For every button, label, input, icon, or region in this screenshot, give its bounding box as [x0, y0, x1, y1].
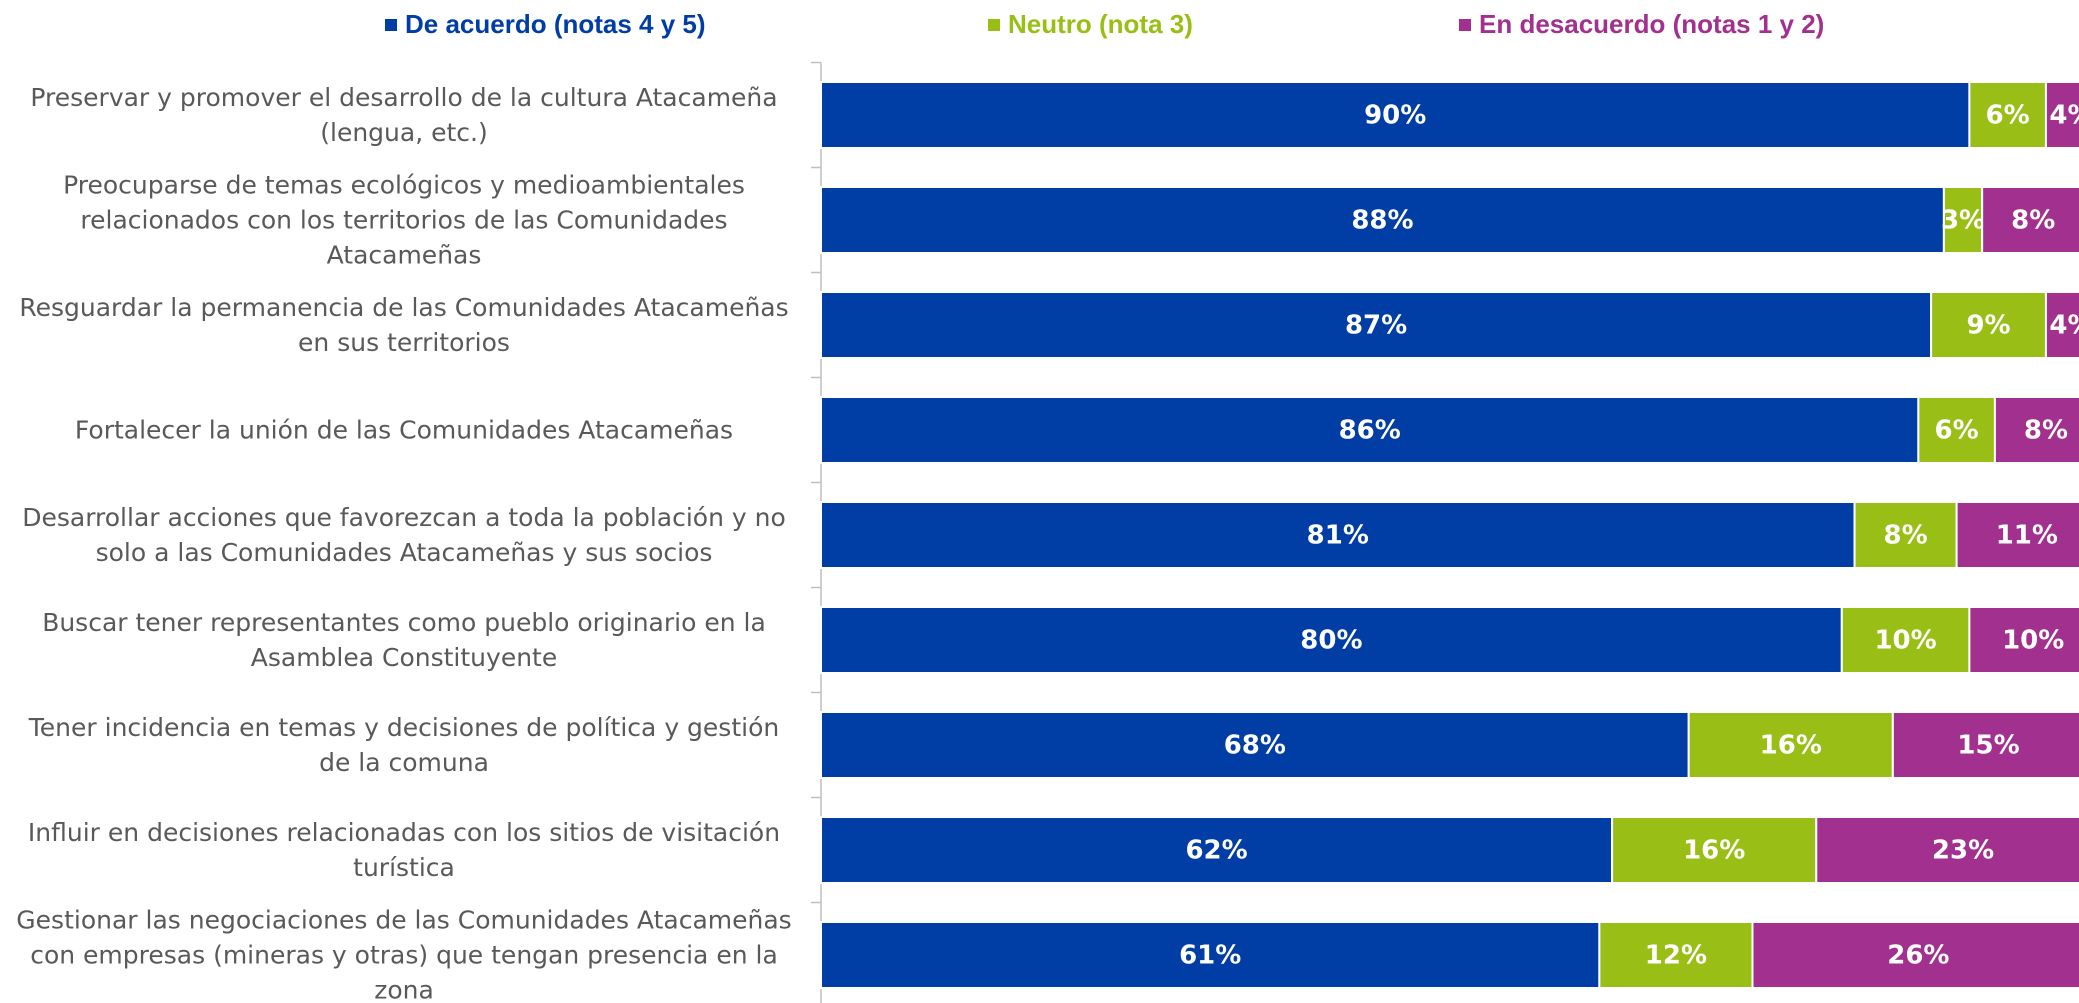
legend-swatch [385, 19, 397, 31]
value-label: 3% [1941, 206, 1985, 236]
value-label: 8% [2024, 416, 2068, 446]
category-label: Gestionar las negociaciones de las Comun… [16, 905, 792, 1003]
bar-segment [2044, 291, 2079, 359]
bar-segment [1930, 291, 2047, 359]
bar-segment [820, 921, 1601, 989]
bar-segment [1598, 921, 1754, 989]
category-label: Desarrollar acciones que favorezcan a to… [22, 503, 786, 567]
value-label: 68% [1224, 731, 1286, 761]
value-label: 86% [1339, 416, 1401, 446]
bar-segment [820, 396, 1920, 464]
bar-segment [1891, 711, 2079, 779]
category-label: Buscar tener representantes como pueblo … [42, 608, 766, 672]
value-label: 8% [1884, 521, 1928, 551]
value-label: 16% [1683, 836, 1745, 866]
bar-segment [1853, 501, 1958, 569]
bar-segment [1840, 606, 1971, 674]
bar-segment [1917, 396, 1996, 464]
category-label: Fortalecer la unión de las Comunidades A… [74, 415, 734, 445]
bar-segment [820, 291, 1933, 359]
value-label: 9% [1966, 311, 2010, 341]
legend-label: En desacuerdo (notas 1 y 2) [1479, 9, 1824, 39]
value-label: 62% [1185, 836, 1247, 866]
category-label: Resguardar la permanencia de las Comunid… [19, 293, 789, 357]
value-label: 4% [2049, 101, 2079, 131]
bar-segment [1815, 816, 2079, 884]
value-label: 81% [1307, 521, 1369, 551]
value-label: 6% [1986, 101, 2030, 131]
bar-segment [820, 606, 1843, 674]
legend-swatch [1459, 19, 1471, 31]
category-label: Preocuparse de temas ecológicos y medioa… [63, 170, 745, 270]
category-label: Influir en decisiones relacionadas con l… [27, 818, 781, 882]
value-label: 88% [1351, 206, 1413, 236]
bar-segment [1993, 396, 2079, 464]
bar-segment [1687, 711, 1894, 779]
value-label: 4% [2049, 311, 2079, 341]
bar-segment [1955, 501, 2079, 569]
bar-segment [820, 186, 1945, 254]
bar-segment [820, 816, 1614, 884]
bar-segment [1968, 606, 2079, 674]
bar-segment [1751, 921, 2079, 989]
legend-swatch [988, 19, 1000, 31]
value-label: 6% [1935, 416, 1979, 446]
value-label: 26% [1887, 941, 1949, 971]
value-label: 11% [1996, 521, 2058, 551]
category-label: Tener incidencia en temas y decisiones d… [28, 713, 780, 777]
value-label: 80% [1300, 626, 1362, 656]
value-label: 87% [1345, 311, 1407, 341]
value-label: 12% [1645, 941, 1707, 971]
bar-segment [2044, 81, 2079, 149]
bar-segment [820, 711, 1690, 779]
value-label: 10% [2002, 626, 2064, 656]
value-label: 90% [1364, 101, 1426, 131]
bar-segment [1981, 186, 2079, 254]
category-label: Preservar y promover el desarrollo de la… [30, 83, 778, 147]
bar-segment [820, 81, 1971, 149]
value-label: 8% [2011, 206, 2055, 236]
value-label: 61% [1179, 941, 1241, 971]
value-label: 10% [1874, 626, 1936, 656]
value-label: 15% [1957, 731, 2019, 761]
value-label: 16% [1760, 731, 1822, 761]
value-label: 23% [1932, 836, 1994, 866]
legend-label: De acuerdo (notas 4 y 5) [405, 9, 706, 39]
legend-label: Neutro (nota 3) [1008, 9, 1193, 39]
bar-segment [820, 501, 1856, 569]
